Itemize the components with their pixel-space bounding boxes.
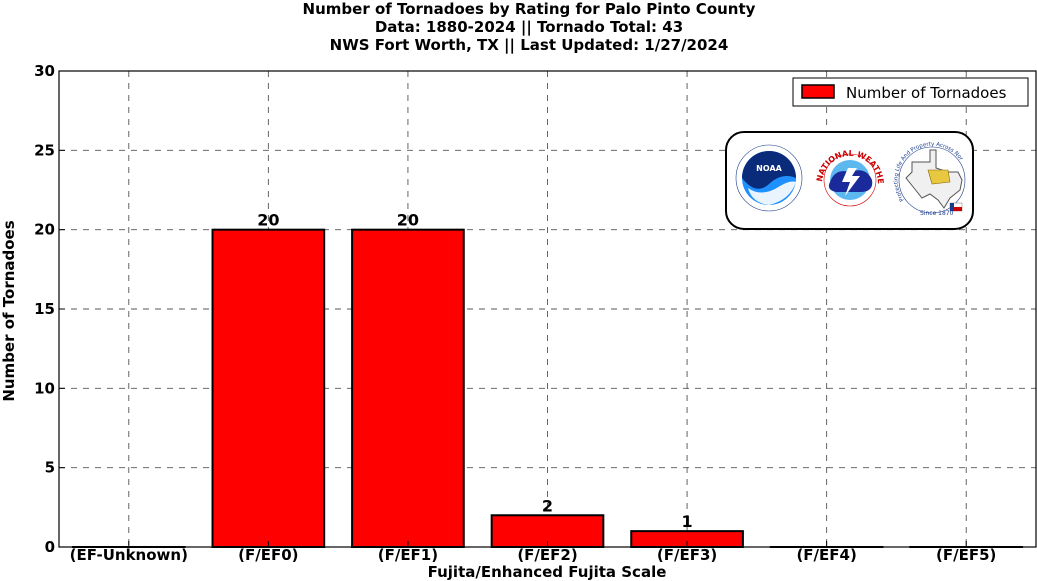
x-tick-label: (F/EF2) xyxy=(517,546,577,564)
bar-value-label: 20 xyxy=(397,211,419,230)
x-tick-label: (F/EF4) xyxy=(796,546,856,564)
title-line-1: Number of Tornadoes by Rating for Palo P… xyxy=(302,0,756,18)
legend: Number of Tornadoes xyxy=(792,77,1029,107)
since-text: Since 1870 xyxy=(920,210,954,217)
bar-value-label: 2 xyxy=(542,496,553,515)
x-tick-label: (F/EF3) xyxy=(657,546,717,564)
bar-value-label: 1 xyxy=(682,512,693,531)
noaa-logo: NOAA xyxy=(735,144,803,212)
y-tick-label: 10 xyxy=(34,379,55,397)
agency-logos: NOAA NATIONAL WEATHER SERVICE Protecting… xyxy=(0,0,974,230)
bar xyxy=(351,228,465,549)
data-labels: 20 20 2 1 xyxy=(257,211,692,531)
legend-label: Number of Tornadoes xyxy=(846,84,1007,102)
y-tick-label: 20 xyxy=(34,221,55,239)
noaa-text: NOAA xyxy=(756,164,782,173)
bar-value-label: 20 xyxy=(257,211,279,230)
x-tick-label: (F/EF5) xyxy=(936,546,996,564)
legend-swatch xyxy=(801,84,835,99)
bar xyxy=(211,228,326,549)
x-tick-label: (F/EF0) xyxy=(238,546,298,564)
y-tick-label: 25 xyxy=(34,141,55,159)
y-tick-label: 0 xyxy=(45,538,55,556)
y-tick-label: 15 xyxy=(34,300,55,318)
chart-title: Number of Tornadoes by Rating for Palo P… xyxy=(0,0,1037,54)
x-axis-ticks: (EF-Unknown) (F/EF0) (F/EF1) (F/EF2) (F/EF3)… xyxy=(70,541,996,564)
y-tick-label: 30 xyxy=(34,62,55,80)
y-tick-label: 5 xyxy=(45,459,55,477)
x-tick-label: (F/EF1) xyxy=(378,546,438,564)
bars xyxy=(71,228,1024,549)
x-axis-label: Fujita/Enhanced Fujita Scale xyxy=(428,563,667,581)
x-tick-label: (EF-Unknown) xyxy=(70,546,188,564)
title-line-3: NWS Fort Worth, TX || Last Updated: 1/27… xyxy=(329,36,729,54)
title-line-2: Data: 1880-2024 || Tornado Total: 43 xyxy=(374,18,684,36)
y-axis-label: Number of Tornadoes xyxy=(0,220,18,401)
y-axis-ticks: 0 5 10 15 20 25 30 xyxy=(34,62,65,556)
